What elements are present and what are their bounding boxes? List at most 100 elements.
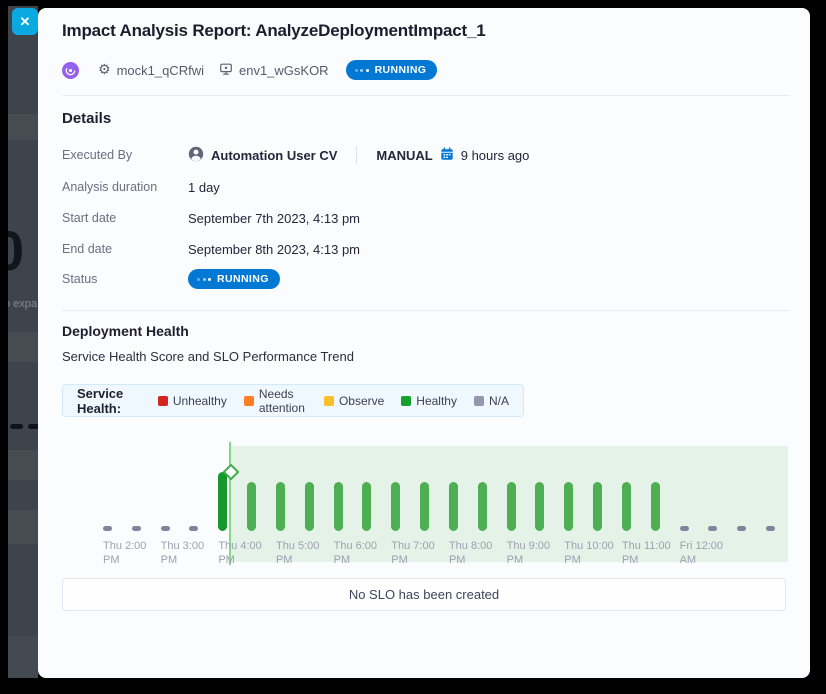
observe-swatch-icon	[323, 395, 334, 406]
health-bar[interactable]	[564, 482, 574, 531]
health-bar[interactable]	[247, 482, 257, 531]
health-bar[interactable]	[362, 482, 372, 531]
na-swatch-icon	[473, 395, 484, 406]
details-heading: Details	[62, 110, 112, 127]
x-axis-label: Thu 4:00 PM	[218, 540, 262, 566]
x-axis-label: Thu 9:00 PM	[506, 540, 551, 566]
cd-module-icon	[62, 61, 79, 79]
health-bar[interactable]	[593, 482, 603, 531]
na-bar[interactable]	[160, 526, 170, 531]
health-bar[interactable]	[448, 482, 458, 531]
legend-title: Service Health:	[77, 385, 124, 416]
environment-ref: env1_wGsKOR	[219, 62, 329, 79]
health-bar[interactable]	[621, 482, 631, 531]
x-axis-label: Thu 5:00 PM	[275, 540, 320, 566]
backdrop-row	[8, 636, 38, 678]
header-divider	[62, 95, 790, 96]
page-title: Impact Analysis Report: AnalyzeDeploymen…	[62, 21, 486, 40]
detail-label: End date	[62, 242, 113, 256]
calendar-icon	[440, 146, 454, 164]
service-ref: ⚙ mock1_qCRfwi	[98, 63, 204, 78]
gear-icon: ⚙	[98, 62, 111, 78]
detail-value: 1 day	[188, 179, 220, 195]
health-bar[interactable]	[506, 482, 516, 531]
status-badge: RUNNING	[345, 60, 438, 80]
detail-label: Start date	[62, 211, 117, 225]
slo-empty-state: No SLO has been created	[62, 578, 786, 611]
x-axis-label: Thu 3:00 PM	[160, 540, 205, 566]
impact-analysis-drawer: Impact Analysis Report: AnalyzeDeploymen…	[38, 8, 810, 678]
detail-value: September 7th 2023, 4:13 pm	[188, 210, 361, 226]
section-divider	[62, 310, 790, 311]
x-axis-label: Thu 8:00 PM	[448, 540, 493, 566]
backdrop-dash	[10, 424, 23, 429]
running-dots-icon	[354, 68, 369, 72]
service-health-chart[interactable]: Thu 2:00 PM Thu 3:00 PM Thu 4:00 PM Thu 5:00 PM…	[62, 430, 788, 570]
health-bar[interactable]	[218, 472, 228, 531]
x-axis-label: Thu 6:00 PM	[333, 540, 378, 566]
backdrop-row	[8, 450, 38, 480]
detail-label: Status	[62, 272, 98, 286]
na-bar[interactable]	[708, 526, 718, 531]
na-bar[interactable]	[766, 526, 776, 531]
backdrop-partial-text: o expa	[8, 298, 38, 310]
backdrop-dash	[28, 424, 38, 429]
healthy-swatch-icon	[401, 395, 412, 406]
needs-attention-swatch-icon	[243, 395, 254, 406]
executed-time-ago: 9 hours ago	[460, 147, 530, 163]
detail-row-status: Status RUNNING	[62, 268, 790, 290]
user-avatar-icon	[188, 146, 204, 165]
x-axis-label: Thu 11:00 PM	[621, 540, 671, 566]
backdrop-row	[8, 510, 38, 544]
close-drawer-button[interactable]: ✕	[12, 8, 38, 35]
trigger-type: MANUAL	[376, 147, 433, 163]
executed-by-user: Automation User CV	[211, 147, 338, 163]
close-icon: ✕	[19, 13, 31, 29]
na-bar[interactable]	[103, 526, 112, 531]
x-axis-label: Thu 10:00 PM	[564, 540, 614, 566]
service-health-legend: Service Health: Unhealthy Needs attentio…	[62, 384, 524, 417]
detail-label: Executed By	[62, 148, 133, 162]
status-badge: RUNNING	[188, 269, 280, 289]
x-axis-label: Thu 2:00 PM	[103, 540, 147, 566]
deployment-health-heading: Deployment Health	[62, 323, 189, 339]
legend-item-na: N/A	[473, 394, 509, 408]
deployment-marker-line	[229, 442, 232, 565]
detail-row-start-date: Start date September 7th 2023, 4:13 pm	[62, 207, 790, 229]
legend-item-observe: Observe	[323, 394, 384, 408]
x-axis-label: Fri 12:00 AM	[679, 540, 724, 566]
unhealthy-swatch-icon	[157, 395, 168, 406]
na-bar[interactable]	[189, 526, 199, 531]
health-bar[interactable]	[304, 482, 314, 531]
vertical-separator	[356, 146, 358, 164]
environment-icon	[219, 62, 233, 79]
legend-item-healthy: Healthy	[401, 394, 457, 408]
na-bar[interactable]	[737, 526, 747, 531]
running-dots-icon	[197, 277, 211, 281]
health-bar[interactable]	[535, 482, 545, 531]
detail-value: September 8th 2023, 4:13 pm	[188, 241, 361, 257]
health-bar[interactable]	[391, 482, 401, 531]
health-bar[interactable]	[420, 482, 430, 531]
slo-empty-message: No SLO has been created	[348, 587, 500, 602]
health-bar[interactable]	[477, 482, 487, 531]
detail-row-end-date: End date September 8th 2023, 4:13 pm	[62, 238, 790, 260]
x-axis-label: Thu 7:00 PM	[391, 540, 435, 566]
backdrop-row	[8, 332, 38, 362]
backdrop-partial-number: 0	[8, 219, 25, 282]
na-bar[interactable]	[131, 526, 141, 531]
health-bar[interactable]	[650, 482, 660, 531]
health-bar[interactable]	[275, 482, 285, 531]
legend-item-needs-attention: Needs attention	[243, 387, 307, 415]
report-meta-row: ⚙ mock1_qCRfwi env1_wGsKOR RUNNING	[62, 59, 438, 81]
na-bar[interactable]	[679, 526, 689, 531]
detail-label: Analysis duration	[62, 180, 158, 194]
environment-name: env1_wGsKOR	[238, 62, 329, 78]
detail-row-executed-by: Executed By Automation User CV MANUAL 9 …	[62, 144, 790, 166]
backdrop-row	[8, 114, 38, 140]
dimmed-page-backdrop: 0 o expa	[8, 6, 38, 678]
detail-row-analysis-duration: Analysis duration 1 day	[62, 176, 790, 198]
legend-item-unhealthy: Unhealthy	[157, 394, 227, 408]
service-name: mock1_qCRfwi	[116, 62, 204, 78]
health-bar[interactable]	[333, 482, 343, 531]
